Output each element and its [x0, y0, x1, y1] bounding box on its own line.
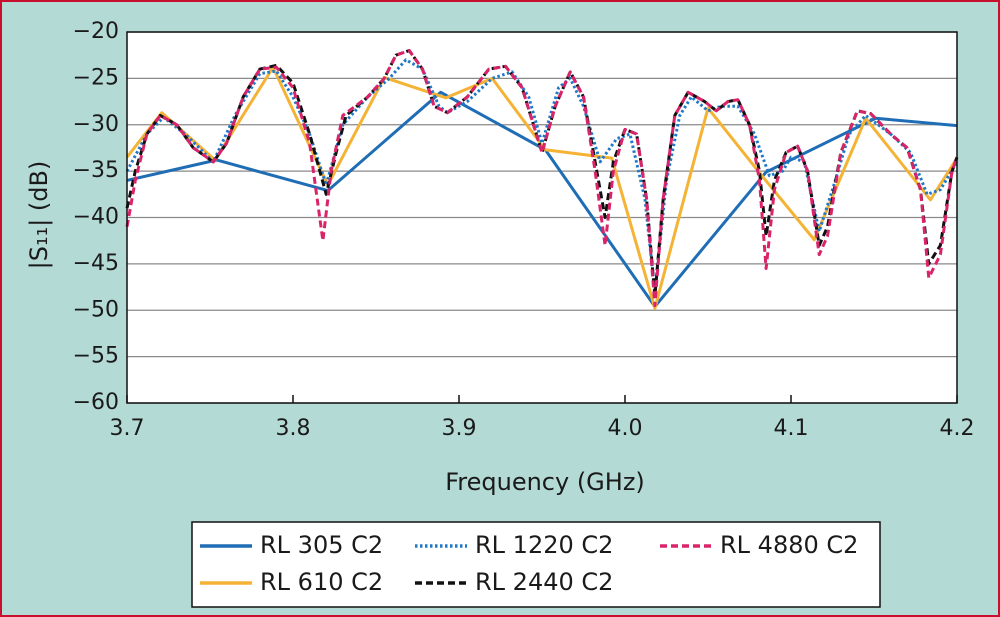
x-tick-label: 3.8: [276, 416, 311, 441]
y-tick-label: −40: [73, 205, 119, 230]
y-tick-label: −45: [73, 251, 119, 276]
legend: [191, 521, 881, 608]
x-tick-label: 4.1: [774, 416, 809, 441]
series-line: [125, 49, 959, 308]
legend-label: RL 610 C2: [260, 568, 383, 596]
x-tick-label: 3.9: [442, 416, 477, 441]
legend-items: RL 305 C2 RL 610 C2 RL 1220 C2 RL 2440 C2 RL…: [200, 531, 858, 596]
y-tick-label: −60: [73, 390, 119, 415]
x-tick-label: 4.2: [940, 416, 975, 441]
legend-label: RL 1220 C2: [475, 531, 613, 559]
y-tick-label: −50: [73, 297, 119, 322]
lines: [125, 49, 959, 310]
y-tick-label: −55: [73, 344, 119, 369]
y-tick-label: −30: [73, 112, 119, 137]
legend-label: RL 305 C2: [260, 531, 383, 559]
plot-frame: [126, 31, 958, 404]
legend-label: RL 4880 C2: [720, 531, 858, 559]
y-tick-label: −20: [73, 19, 119, 44]
x-axis-title: Frequency (GHz): [445, 468, 645, 496]
legend-label: RL 2440 C2: [475, 568, 613, 596]
x-tick-label: 3.7: [110, 416, 145, 441]
grid: [126, 31, 958, 404]
y-tick-label: −25: [73, 65, 119, 90]
y-tick-label: −35: [73, 158, 119, 183]
x-tick-label: 4.0: [608, 416, 643, 441]
y-axis-title: |S₁₁| (dB): [25, 161, 53, 270]
